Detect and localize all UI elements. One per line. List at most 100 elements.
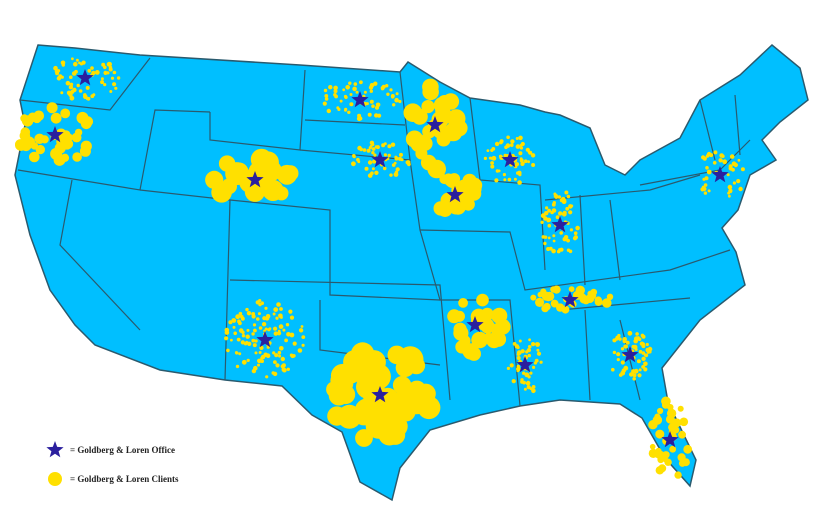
client-dot <box>106 71 110 75</box>
client-dot <box>632 373 637 378</box>
client-dot <box>531 163 536 167</box>
client-dot <box>382 166 387 171</box>
office-star <box>661 431 679 448</box>
client-dot <box>637 373 642 378</box>
office-star <box>551 216 569 233</box>
client-dot <box>69 95 75 101</box>
client-dot <box>390 142 396 147</box>
client-dot <box>235 351 239 355</box>
client-dot <box>344 108 347 112</box>
client-dot <box>110 76 115 80</box>
client-dot <box>623 344 629 349</box>
client-dot <box>371 167 375 171</box>
client-dot <box>355 429 373 447</box>
client-dot <box>728 194 731 198</box>
client-dot <box>612 338 617 343</box>
client-dot <box>232 325 236 329</box>
client-dot <box>100 77 104 81</box>
client-dot <box>324 94 329 98</box>
client-dot <box>348 81 352 85</box>
client-dot <box>383 153 387 157</box>
client-dot <box>78 89 83 93</box>
client-dot <box>367 160 373 165</box>
client-dot <box>76 111 89 124</box>
client-dot <box>530 294 537 301</box>
client-dot <box>387 153 391 158</box>
client-dot <box>516 345 520 350</box>
client-dot <box>339 99 343 103</box>
client-dot <box>520 349 525 354</box>
client-dot <box>678 430 686 439</box>
client-dot <box>525 381 531 386</box>
client-dot <box>90 66 94 70</box>
client-dot <box>257 363 260 367</box>
client-dot <box>439 174 450 185</box>
client-dot <box>635 332 639 336</box>
client-dot <box>226 348 230 353</box>
client-dot <box>363 90 367 94</box>
client-dot <box>709 153 714 158</box>
client-dot <box>69 82 74 87</box>
client-dot <box>621 368 626 373</box>
office-star <box>501 151 519 168</box>
client-dot <box>636 359 641 364</box>
client-dot <box>342 88 346 92</box>
client-dot <box>394 97 399 103</box>
client-dot <box>532 365 536 369</box>
client-dot <box>257 358 262 364</box>
client-dot <box>347 110 351 115</box>
client-dot <box>453 325 469 341</box>
client-dot <box>622 337 627 342</box>
client-dot <box>68 85 74 90</box>
client-dot <box>391 163 396 167</box>
state-lines <box>17 57 751 407</box>
client-dot <box>550 299 558 307</box>
client-dot <box>647 346 653 352</box>
client-dot <box>437 95 452 109</box>
client-dot <box>467 186 482 201</box>
client-dot <box>277 164 297 185</box>
legend: = Goldberg & Loren Office = Goldberg & L… <box>46 441 179 486</box>
client-dot <box>369 83 375 88</box>
client-dot <box>73 61 78 67</box>
client-dot <box>261 322 267 327</box>
client-dot <box>266 345 270 349</box>
client-dot <box>490 164 495 169</box>
client-dot <box>736 179 741 184</box>
client-dot <box>385 424 406 445</box>
client-dot <box>380 86 384 90</box>
client-dot <box>326 108 331 114</box>
client-dot <box>258 299 262 303</box>
client-dot <box>627 330 633 336</box>
client-dot <box>389 88 393 92</box>
client-dot <box>502 173 506 177</box>
client-dot <box>515 137 519 140</box>
client-dot <box>108 65 113 70</box>
client-dot <box>447 309 462 324</box>
client-dot <box>705 154 710 158</box>
client-dot <box>235 314 241 320</box>
client-dot <box>399 152 403 157</box>
client-dot <box>606 293 614 300</box>
client-dot <box>50 112 62 124</box>
client-dot <box>241 334 246 338</box>
client-dot <box>531 388 536 394</box>
client-dot <box>116 76 121 80</box>
client-dot <box>71 57 74 61</box>
client-dot <box>641 351 646 355</box>
client-dot <box>510 139 515 144</box>
client-dot <box>523 387 527 391</box>
client-dot <box>391 95 395 99</box>
client-dot <box>529 371 533 375</box>
client-dot <box>354 398 379 423</box>
client-dot <box>670 429 677 436</box>
client-dot <box>681 458 690 467</box>
client-dot <box>230 338 233 342</box>
client-dot <box>520 162 525 167</box>
client-dot <box>92 93 96 97</box>
client-dot <box>494 178 499 183</box>
client-dot <box>394 156 399 161</box>
client-dot <box>491 155 497 161</box>
client-dot <box>289 332 295 338</box>
client-dot <box>279 346 284 351</box>
